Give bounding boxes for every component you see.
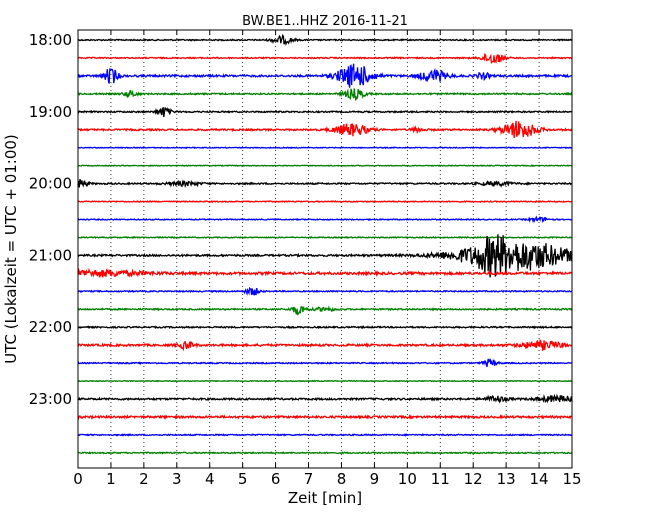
trace-2215 — [77, 339, 573, 352]
trace-2100 — [77, 234, 573, 278]
trace-1830 — [77, 63, 573, 88]
x-tick-label: 0 — [73, 470, 83, 488]
trace-2145 — [77, 305, 573, 316]
trace-2345 — [77, 450, 573, 455]
trace-2300 — [77, 393, 573, 404]
y-axis: 18:00 19:00 20:00 21:00 22:00 23:00 — [29, 31, 572, 408]
plot-frame — [77, 29, 573, 469]
trace-1945 — [77, 164, 573, 167]
x-tick-label: 2 — [139, 470, 149, 488]
trace-1915 — [77, 120, 573, 139]
x-tick-label: 3 — [172, 470, 182, 488]
y-tick-label: 18:00 — [29, 31, 72, 49]
x-tick-label: 6 — [271, 470, 281, 488]
y-tick-label: 21:00 — [29, 246, 72, 264]
trace-2200 — [77, 325, 573, 330]
chart-title: BW.BE1..HHZ 2016-11-21 — [242, 14, 408, 29]
x-tick-label: 15 — [562, 470, 581, 488]
trace-2330 — [77, 433, 573, 437]
trace-1845 — [77, 88, 573, 102]
trace-2230 — [77, 358, 573, 368]
trace-1900 — [77, 106, 573, 118]
x-tick-label: 5 — [238, 470, 248, 488]
x-tick-label: 14 — [530, 470, 549, 488]
x-tick-label: 7 — [304, 470, 314, 488]
y-tick-label: 20:00 — [29, 175, 72, 193]
x-tick-label: 8 — [337, 470, 347, 488]
x-tick-label: 12 — [464, 470, 483, 488]
x-axis-label: Zeit [min] — [288, 489, 362, 507]
trace-2130 — [77, 286, 573, 296]
y-axis-label: UTC (Lokalzeit = UTC + 01:00) — [2, 134, 20, 364]
trace-2245 — [77, 379, 573, 383]
x-tick-label: 9 — [370, 470, 380, 488]
x-tick-label: 11 — [431, 470, 450, 488]
trace-1930 — [77, 146, 573, 150]
y-tick-label: 19:00 — [29, 103, 72, 121]
trace-2315 — [77, 414, 573, 420]
x-tick-label: 4 — [205, 470, 215, 488]
trace-1815 — [77, 53, 573, 64]
trace-2115 — [77, 267, 573, 278]
trace-1800 — [77, 33, 573, 47]
trace-2000 — [77, 178, 573, 189]
seismic-traces — [77, 33, 573, 455]
x-axis: 0 1 2 3 4 5 6 7 8 9 10 11 12 13 14 15 — [73, 30, 582, 488]
trace-2015 — [77, 199, 573, 204]
y-tick-label: 23:00 — [29, 390, 72, 408]
x-tick-label: 10 — [398, 470, 417, 488]
x-tick-label: 13 — [497, 470, 516, 488]
trace-2045 — [77, 235, 573, 240]
trace-2030 — [77, 215, 573, 224]
y-tick-label: 22:00 — [29, 318, 72, 336]
x-tick-label: 1 — [106, 470, 116, 488]
